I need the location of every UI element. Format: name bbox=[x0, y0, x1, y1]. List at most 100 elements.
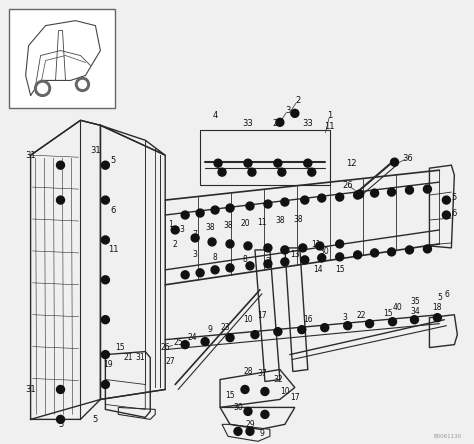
Text: 24: 24 bbox=[187, 333, 197, 342]
Circle shape bbox=[244, 242, 252, 250]
Text: 12: 12 bbox=[346, 159, 357, 168]
Circle shape bbox=[56, 385, 64, 393]
Circle shape bbox=[410, 316, 419, 324]
Circle shape bbox=[196, 269, 204, 277]
Circle shape bbox=[336, 240, 344, 248]
Text: 38: 38 bbox=[293, 214, 302, 223]
Text: 9: 9 bbox=[259, 429, 264, 438]
Circle shape bbox=[281, 198, 289, 206]
Circle shape bbox=[354, 191, 362, 199]
Circle shape bbox=[196, 209, 204, 217]
Text: 6: 6 bbox=[452, 209, 457, 218]
Circle shape bbox=[234, 428, 242, 435]
Text: 3: 3 bbox=[265, 258, 270, 266]
Circle shape bbox=[388, 188, 395, 196]
Circle shape bbox=[442, 211, 450, 219]
Text: 17: 17 bbox=[257, 311, 267, 320]
Circle shape bbox=[35, 80, 51, 96]
Circle shape bbox=[101, 351, 109, 359]
Circle shape bbox=[101, 236, 109, 244]
Circle shape bbox=[37, 83, 47, 93]
Circle shape bbox=[281, 258, 289, 266]
Circle shape bbox=[321, 324, 329, 332]
Bar bbox=[200, 130, 330, 185]
Text: 2: 2 bbox=[173, 241, 178, 250]
Circle shape bbox=[389, 318, 397, 326]
Text: 20: 20 bbox=[240, 219, 250, 229]
Circle shape bbox=[264, 200, 272, 208]
Circle shape bbox=[246, 428, 254, 435]
Text: 31: 31 bbox=[25, 151, 36, 160]
Circle shape bbox=[101, 381, 109, 388]
Text: 9: 9 bbox=[208, 325, 212, 334]
Text: 10: 10 bbox=[243, 315, 253, 324]
Circle shape bbox=[101, 316, 109, 324]
Circle shape bbox=[281, 246, 289, 254]
Text: 15: 15 bbox=[116, 343, 125, 352]
Circle shape bbox=[56, 196, 64, 204]
Circle shape bbox=[304, 159, 312, 167]
Text: 21: 21 bbox=[124, 353, 133, 362]
Circle shape bbox=[246, 262, 254, 270]
Circle shape bbox=[261, 388, 269, 396]
Text: 22: 22 bbox=[357, 311, 366, 320]
Circle shape bbox=[423, 185, 431, 193]
Text: 38: 38 bbox=[223, 222, 233, 230]
Circle shape bbox=[261, 410, 269, 418]
Text: 15: 15 bbox=[335, 266, 345, 274]
Circle shape bbox=[433, 314, 441, 322]
Text: 29: 29 bbox=[245, 420, 255, 429]
Circle shape bbox=[226, 333, 234, 341]
Circle shape bbox=[356, 190, 364, 198]
Circle shape bbox=[201, 337, 209, 345]
Circle shape bbox=[318, 254, 326, 262]
Text: 2: 2 bbox=[295, 96, 301, 105]
Text: 3: 3 bbox=[285, 106, 291, 115]
Circle shape bbox=[336, 193, 344, 201]
Bar bbox=[9, 9, 115, 108]
Text: 1: 1 bbox=[327, 111, 332, 120]
Circle shape bbox=[344, 322, 352, 329]
Text: 31: 31 bbox=[90, 146, 101, 155]
Circle shape bbox=[391, 158, 399, 166]
Circle shape bbox=[405, 246, 413, 254]
Circle shape bbox=[336, 253, 344, 261]
Text: 15: 15 bbox=[225, 391, 235, 400]
Circle shape bbox=[181, 271, 189, 279]
Text: 17: 17 bbox=[290, 393, 300, 402]
Circle shape bbox=[291, 109, 299, 117]
Circle shape bbox=[318, 194, 326, 202]
Circle shape bbox=[101, 161, 109, 169]
Text: 18: 18 bbox=[433, 303, 442, 312]
Text: 33: 33 bbox=[302, 119, 313, 128]
Text: 14: 14 bbox=[313, 266, 323, 274]
Circle shape bbox=[101, 196, 109, 204]
Circle shape bbox=[274, 328, 282, 336]
Text: 32: 32 bbox=[273, 375, 283, 384]
Circle shape bbox=[208, 238, 216, 246]
Text: 33: 33 bbox=[243, 119, 253, 128]
Text: 10: 10 bbox=[280, 387, 290, 396]
Text: 37: 37 bbox=[257, 369, 267, 378]
Text: B0061130: B0061130 bbox=[433, 434, 461, 439]
Text: 26: 26 bbox=[342, 181, 353, 190]
Text: 11: 11 bbox=[311, 241, 320, 250]
Circle shape bbox=[181, 211, 189, 219]
Text: 5: 5 bbox=[111, 156, 116, 165]
Circle shape bbox=[308, 168, 316, 176]
Circle shape bbox=[276, 118, 284, 126]
Circle shape bbox=[79, 80, 86, 88]
Text: 11: 11 bbox=[108, 246, 118, 254]
Circle shape bbox=[246, 202, 254, 210]
Circle shape bbox=[251, 331, 259, 339]
Circle shape bbox=[218, 168, 226, 176]
Circle shape bbox=[75, 77, 90, 91]
Circle shape bbox=[354, 251, 362, 259]
Text: 16: 16 bbox=[303, 315, 313, 324]
Circle shape bbox=[244, 159, 252, 167]
Circle shape bbox=[241, 385, 249, 393]
Circle shape bbox=[56, 416, 64, 424]
Circle shape bbox=[423, 245, 431, 253]
Circle shape bbox=[181, 341, 189, 349]
Text: 6: 6 bbox=[445, 290, 450, 299]
